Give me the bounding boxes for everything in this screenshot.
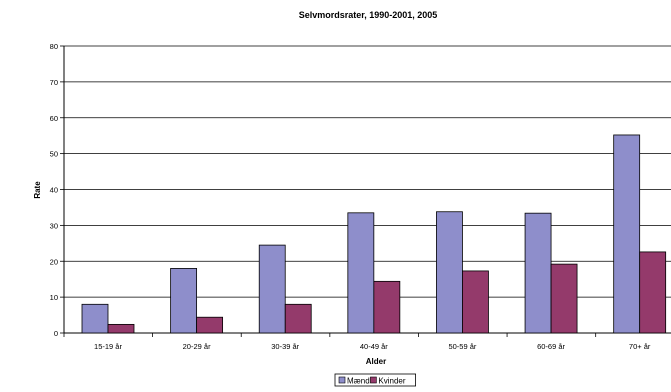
y-tick-label: 80 — [50, 42, 58, 51]
bar-kvinder — [107, 323, 135, 334]
y-tick-label: 0 — [54, 329, 58, 338]
y-axis-label: Rate — [33, 181, 42, 199]
chart-title: Selvmordsrater, 1990-2001, 2005 — [299, 10, 438, 20]
y-tick-label: 50 — [50, 150, 58, 159]
y-tick-label: 20 — [50, 257, 58, 266]
bar-kvinder — [196, 316, 224, 334]
x-tick-label: 40-49 år — [360, 342, 388, 351]
x-tick-label: 20-29 år — [183, 342, 211, 351]
legend: Mænd Kvinder — [334, 373, 416, 387]
x-axis-label: Alder — [366, 357, 386, 366]
x-tick-label: 50-59 år — [448, 342, 476, 351]
y-tick-label: 10 — [50, 293, 58, 302]
legend-label-mænd: Mænd — [347, 377, 370, 386]
x-tick-label: 60-69 år — [537, 342, 565, 351]
plot-area: 0 10 20 30 40 50 60 70 80 15-19 år 20-29 år 30-39 å… — [50, 42, 671, 351]
legend-swatch-mænd — [338, 376, 346, 384]
x-tick-label: 30-39 år — [271, 342, 299, 351]
legend-swatch-kvinder — [370, 376, 377, 384]
bar-mænd — [524, 212, 552, 334]
bar-mænd — [436, 211, 463, 334]
legend-label-kvinder: Kvinder — [378, 377, 405, 386]
bar-mænd — [613, 134, 641, 334]
legend-box — [334, 373, 416, 387]
bar-mænd — [81, 303, 109, 334]
y-tick-label: 60 — [50, 114, 58, 123]
bar-mænd — [170, 268, 198, 334]
bar-kvinder — [284, 303, 312, 334]
bar-kvinder — [550, 263, 578, 334]
bar-kvinder — [639, 251, 667, 334]
y-tick-label: 70 — [50, 78, 58, 87]
bar-mænd — [347, 212, 375, 334]
y-tick-label: 30 — [50, 221, 58, 230]
x-tick-label: 70+ år — [629, 342, 651, 351]
bar-mænd — [258, 244, 286, 334]
x-tick-label: 15-19 år — [94, 342, 122, 351]
bar-kvinder — [373, 280, 401, 334]
bar-kvinder — [462, 270, 489, 334]
y-tick-label: 40 — [50, 186, 58, 195]
